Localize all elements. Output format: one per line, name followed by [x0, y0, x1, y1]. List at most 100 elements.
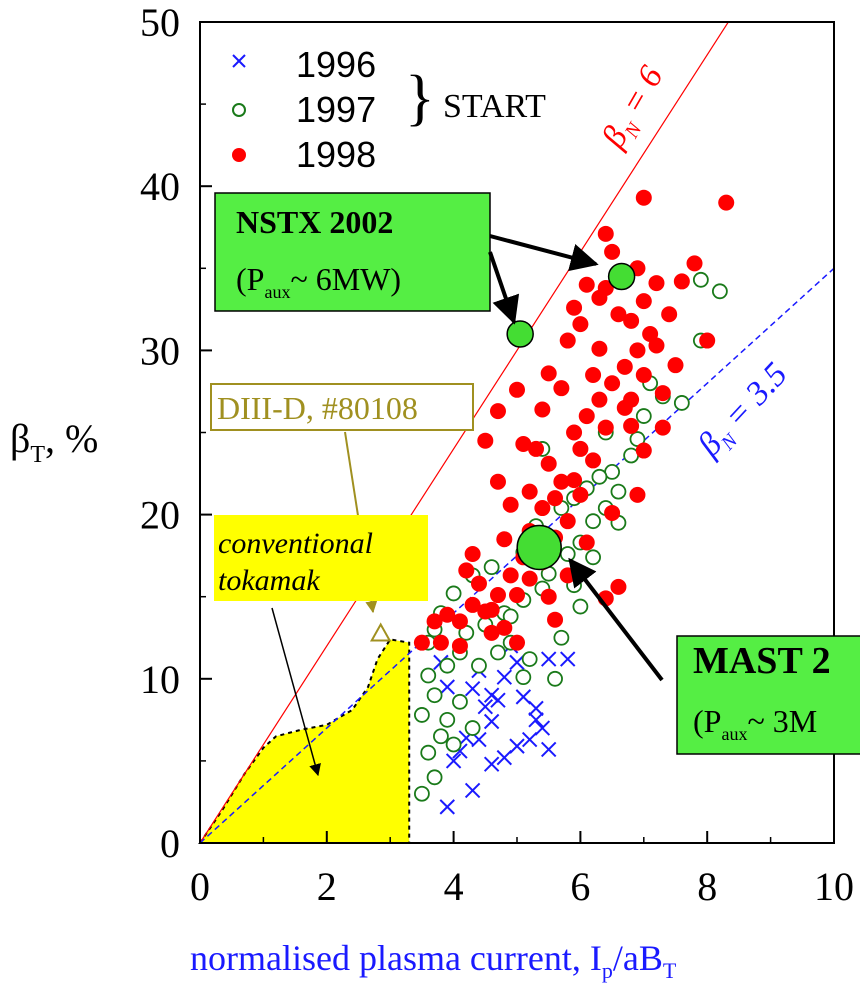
point-1996-1 [464, 782, 481, 799]
conventional-label-bg [214, 515, 428, 601]
point-stroke [439, 799, 455, 815]
point-1998-74 [451, 637, 468, 654]
point-1998-65 [604, 504, 621, 521]
point-1998-25 [591, 391, 608, 408]
point-1996-20 [540, 741, 557, 758]
point-1996-21 [560, 651, 576, 667]
conventional-tokamak-region [198, 638, 411, 844]
point-1998-40 [585, 452, 602, 469]
mast-title: MAST 2 [693, 640, 831, 682]
point-1998-6 [489, 587, 506, 604]
point-1998-86 [464, 546, 481, 563]
point-1998-62 [623, 417, 640, 434]
point-1998-47 [477, 432, 494, 449]
point-stroke [515, 689, 532, 705]
point-1997-45 [547, 670, 563, 687]
point-1998-39 [597, 419, 614, 436]
point-1998-84 [496, 531, 513, 548]
point-1997-4 [413, 707, 430, 723]
point-stroke [528, 712, 544, 728]
point-stroke [483, 756, 500, 772]
point-stroke [540, 651, 557, 667]
beta-n-6-label: βN = 6 [594, 60, 674, 157]
diiid-point-triangle [369, 622, 392, 642]
mast-annotation: MAST 2 (Paux~ 3M [568, 557, 860, 755]
x-tick-label: 0 [190, 864, 210, 909]
point-1997-52 [464, 720, 481, 736]
nstx-subtitle: (Paux~ 6MW) [236, 261, 401, 302]
point-1998-32 [578, 276, 595, 293]
highlight-point-1 [607, 262, 636, 291]
diiid-annotation: DIII-D, #80108 [210, 383, 474, 642]
point-1996-16 [521, 731, 538, 748]
point-stroke [496, 749, 513, 766]
point-1998-19 [572, 486, 589, 503]
point-1996-12 [515, 689, 532, 705]
point-1998-76 [534, 401, 551, 418]
legend-label-1998: 1998 [296, 134, 376, 175]
point-stroke [464, 680, 481, 697]
point-1996-0 [439, 799, 455, 815]
x-tick-label: 10 [814, 864, 854, 909]
point-1997-27 [673, 395, 690, 411]
point-stroke [509, 738, 525, 754]
point-1997-55 [515, 669, 532, 686]
y-tick-label: 30 [140, 328, 180, 373]
point-1998-34 [648, 275, 665, 292]
point-1998-30 [610, 306, 627, 323]
point-1998-18 [559, 513, 576, 530]
point-1998-52 [572, 316, 589, 333]
point-1998-66 [578, 534, 595, 551]
point-1998-3 [451, 613, 468, 630]
y-tick-label: 40 [140, 164, 180, 209]
point-1998-87 [591, 340, 608, 357]
point-1998-75 [515, 435, 532, 452]
point-1997-40 [591, 468, 608, 485]
point-1996-6 [483, 713, 500, 730]
point-1997-29 [711, 283, 728, 300]
point-1998-12 [483, 601, 500, 618]
point-1996-9 [464, 680, 481, 697]
conventional-arrow [271, 607, 321, 777]
point-1998-2 [432, 634, 449, 651]
point-1996-19 [483, 756, 500, 772]
point-1998-21 [540, 455, 557, 472]
x-axis-label: normalised plasma current, Ip/aBT [190, 938, 677, 983]
point-1997-5 [426, 687, 443, 704]
nstx-arrow-1 [489, 234, 599, 272]
point-1998-81 [673, 273, 690, 290]
point-1998-63 [635, 442, 652, 459]
point-1998-20 [553, 473, 570, 490]
point-1998-13 [496, 619, 513, 636]
point-1997-20 [610, 483, 627, 500]
legend-label-1997: 1997 [296, 89, 376, 130]
point-1997-42 [521, 651, 538, 667]
point-1998-89 [623, 312, 640, 329]
point-1998-11 [470, 575, 487, 592]
x-tick-label: 8 [697, 864, 717, 909]
legend-label-1996: 1996 [296, 44, 376, 85]
point-1998-58 [718, 194, 735, 211]
point-1998-45 [502, 496, 519, 513]
point-1998-22 [528, 440, 545, 457]
y-tick-label: 10 [140, 657, 180, 702]
point-1998-14 [509, 587, 525, 604]
point-1998-51 [559, 332, 576, 349]
point-1998-49 [509, 381, 525, 398]
highlight-point-0 [506, 320, 534, 348]
point-1997-24 [635, 408, 652, 424]
nstx-arrow-2 [488, 251, 520, 325]
axis-ticks: 0 2 4 6 8 10 0 10 20 30 40 50 [140, 0, 854, 909]
point-1998-57 [686, 255, 703, 272]
point-stroke [521, 731, 538, 748]
x-tick-label: 6 [570, 864, 590, 909]
y-axis-label: βT, % [10, 416, 98, 468]
legend: 1996 1997 1998 } START [232, 44, 546, 175]
point-1998-23 [566, 424, 583, 441]
mast-subtitle: (Paux~ 3M [693, 703, 817, 744]
point-1997-7 [439, 657, 456, 674]
point-1997-46 [439, 711, 456, 728]
point-1997-6 [420, 667, 437, 684]
point-1998-43 [534, 500, 551, 517]
data-points [413, 189, 735, 815]
